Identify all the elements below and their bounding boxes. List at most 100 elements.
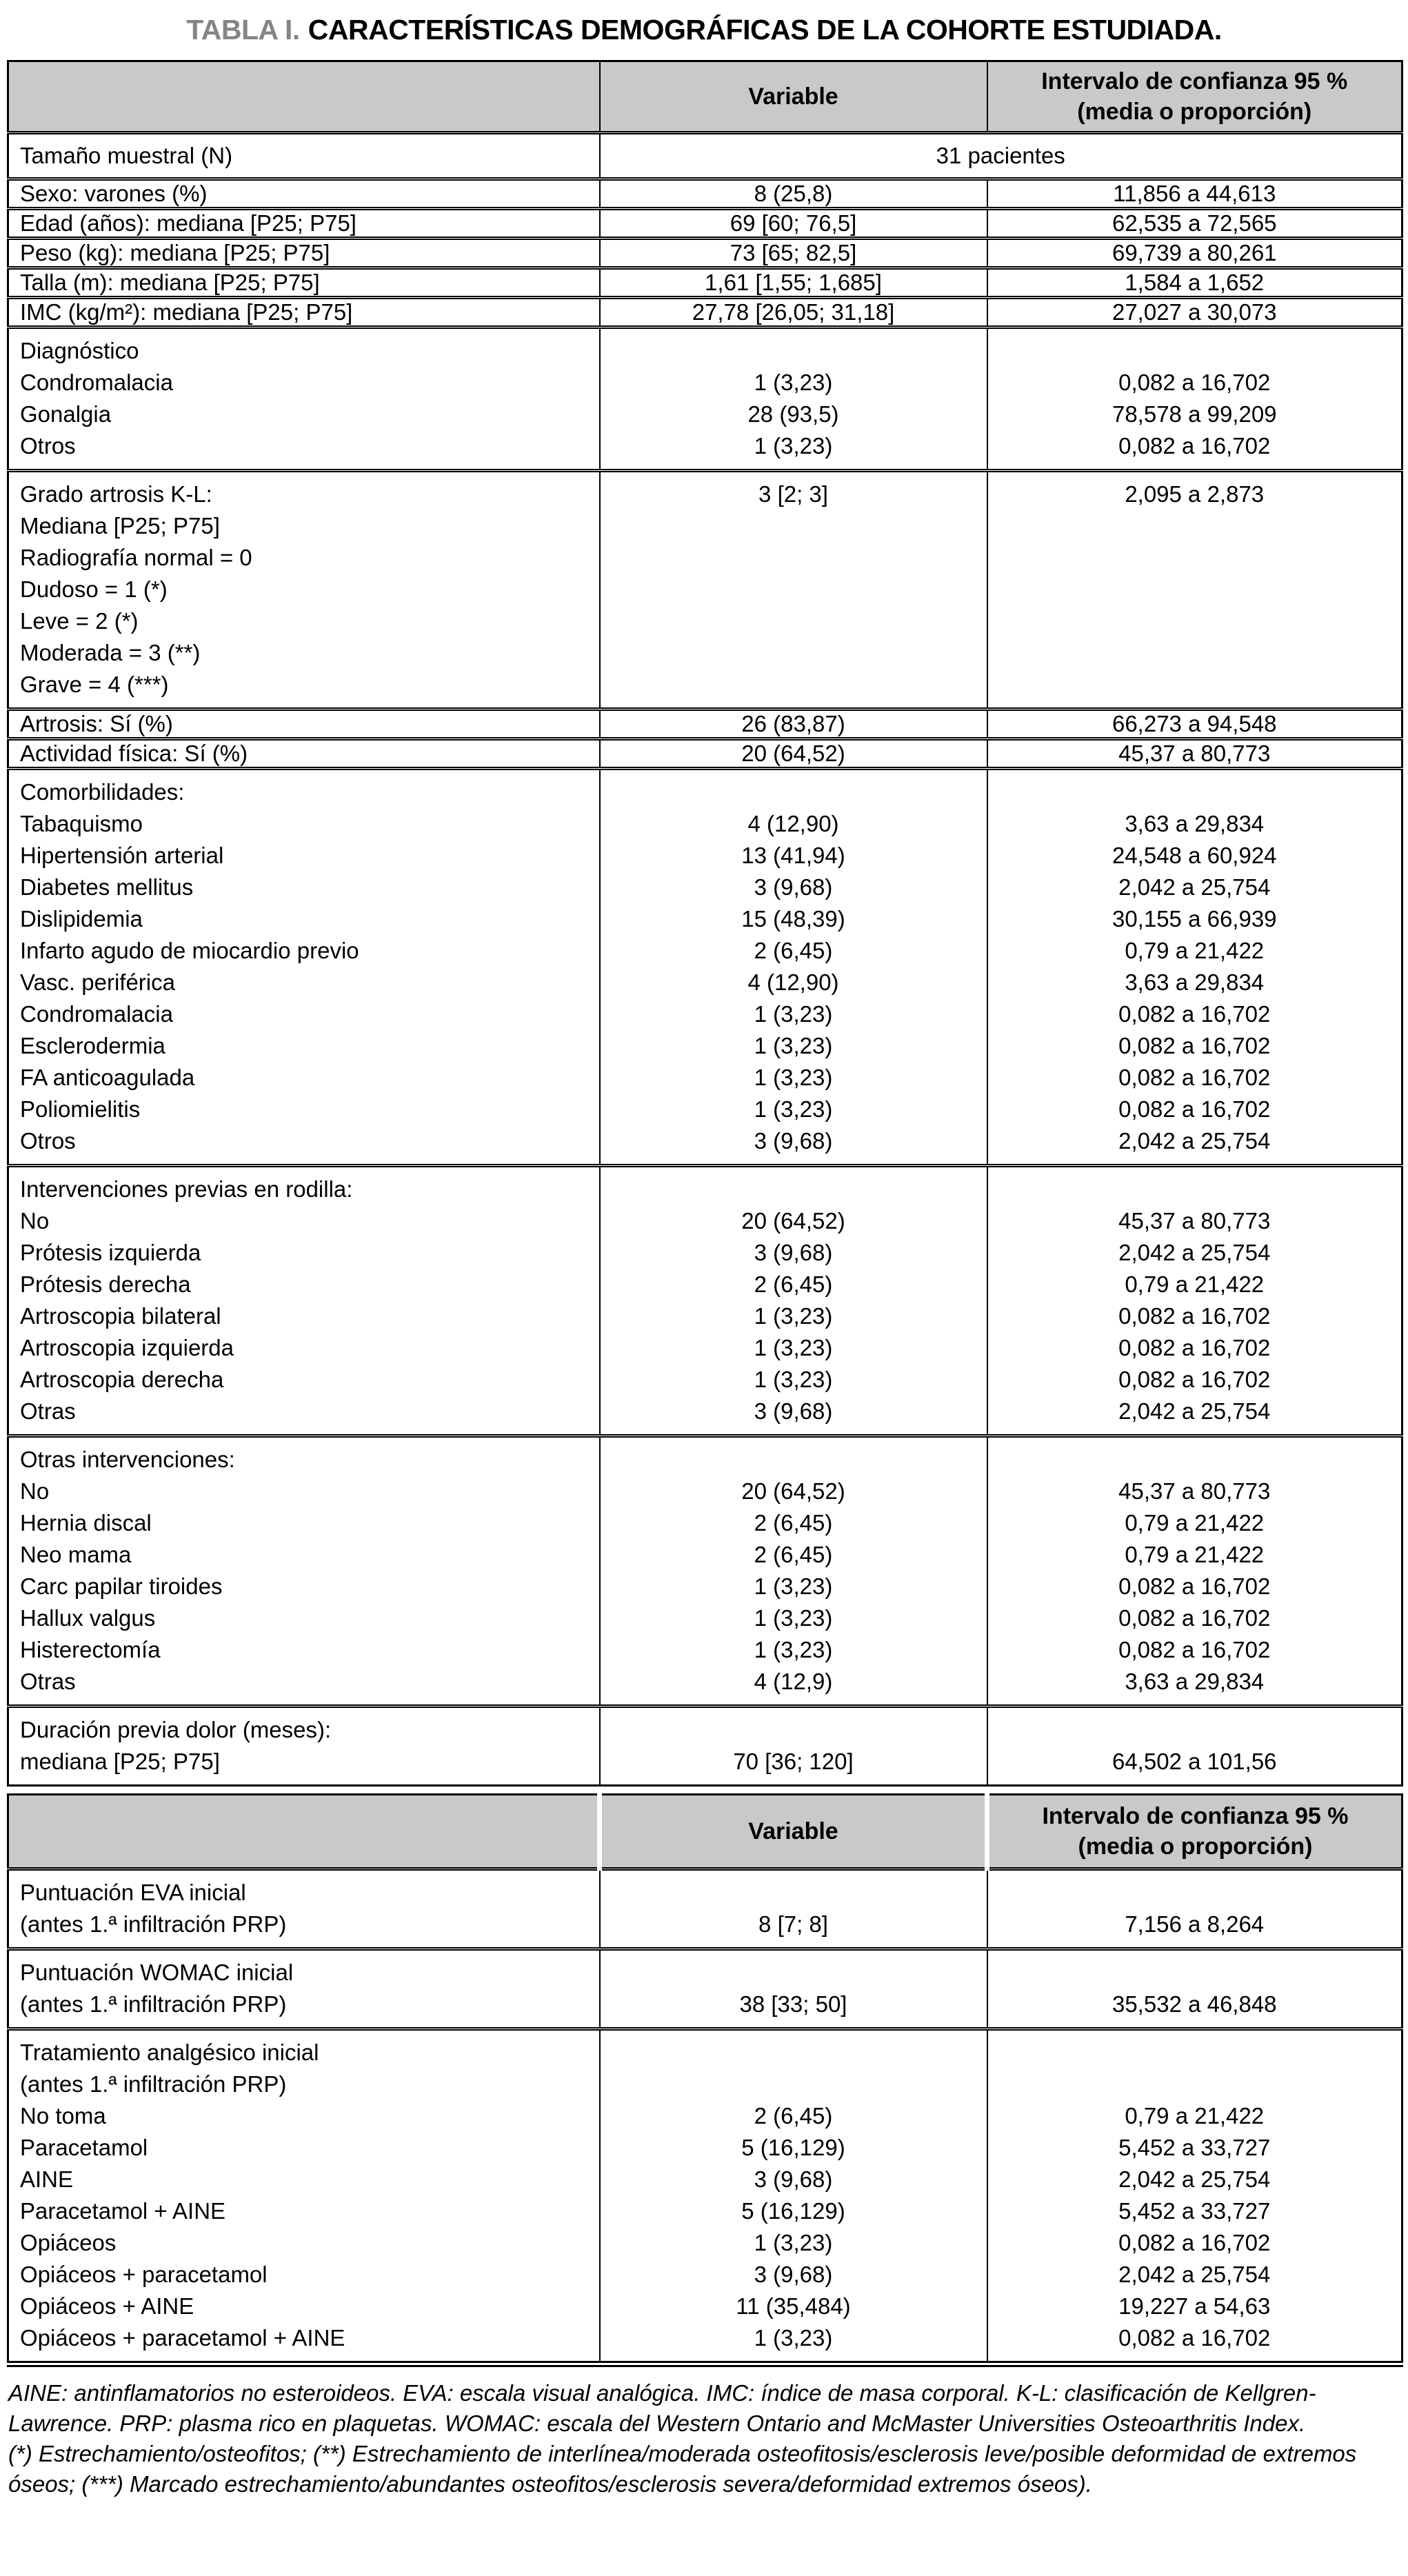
- row-label-cell: Sexo: varones (%): [8, 177, 600, 209]
- variable-value: [601, 1957, 987, 1989]
- ci-cell: 69,739 a 80,261: [986, 237, 1402, 268]
- variable-value: 3 (9,68): [754, 2262, 833, 2287]
- variable-cell: 1,61 [1,55; 1,685]: [599, 266, 987, 298]
- variable-value: 2 (6,45): [754, 1510, 833, 1536]
- ci-value: 3,63 a 29,834: [1125, 969, 1265, 995]
- variable-cell: 69 [60; 76,5]: [599, 207, 987, 239]
- variable-value: 20 (64,52): [741, 741, 845, 766]
- variable-value: 1 (3,23): [754, 370, 833, 395]
- table2-body: Puntuación EVA inicial (antes 1.ª infiltr…: [8, 1867, 1402, 2364]
- variable-value: [601, 510, 987, 542]
- variable-value: 1 (3,23): [754, 1001, 833, 1027]
- ci-value: 27,027 a 30,073: [1112, 299, 1277, 325]
- variable-value: 1,61 [1,55; 1,685]: [705, 270, 882, 295]
- ci-value: 0,082 a 16,702: [1118, 370, 1271, 395]
- ci-cell: 0,082 a 16,702 78,578 a 99,209 0,082 a 16,…: [986, 325, 1402, 471]
- ci-value: 0,79 a 21,422: [1125, 938, 1265, 963]
- row-label-cell: Puntuación EVA inicial (antes 1.ª infiltr…: [8, 1867, 600, 1949]
- ci-value: [988, 1714, 1402, 1746]
- row-label: Dislipidemia: [20, 906, 143, 932]
- variable-value: [601, 1714, 987, 1746]
- variable-value: [601, 2037, 987, 2069]
- header-confidence-interval: Intervalo de confianza 95 % (media o pro…: [986, 61, 1402, 134]
- row-label: Otras intervenciones:: [20, 1447, 235, 1472]
- variable-value: 11 (35,484): [736, 2293, 851, 2319]
- ci-cell: 64,502 a 101,56: [986, 1704, 1402, 1786]
- row-label: Tabaquismo: [20, 811, 143, 836]
- row-label: Opiáceos + AINE: [20, 2293, 194, 2319]
- header-empty-cell: [8, 1794, 600, 1871]
- variable-value: 70 [36; 120]: [733, 1749, 854, 1774]
- variable-value: 3 (9,68): [754, 1398, 833, 1424]
- row-label-cell: Edad (años): mediana [P25; P75]: [8, 207, 600, 239]
- row-label: Edad (años): mediana [P25; P75]: [20, 210, 356, 236]
- row-label-cell: Artrosis: Sí (%): [8, 707, 600, 739]
- variable-value: 69 [60; 76,5]: [730, 210, 857, 236]
- header-ci-line2: (media o proporción): [1077, 99, 1312, 125]
- asterisks-note: (*) Estrechamiento/osteofitos; (**) Estr…: [8, 2441, 1357, 2497]
- variable-cell: 70 [36; 120]: [599, 1704, 987, 1786]
- ci-value: 69,739 a 80,261: [1112, 240, 1277, 265]
- row-label: AINE: [20, 2166, 74, 2192]
- ci-value: 0,082 a 16,702: [1118, 2230, 1271, 2255]
- row-label: Paracetamol: [20, 2135, 148, 2160]
- row-label: Radiografía normal = 0: [20, 545, 252, 570]
- ci-cell: 0,79 a 21,422 5,452 a 33,727 2,042 a 25,75…: [986, 2027, 1402, 2364]
- ci-value: 64,502 a 101,56: [1112, 1749, 1277, 1774]
- row-label: Condromalacia: [20, 370, 173, 395]
- ci-value: 0,082 a 16,702: [1118, 433, 1271, 459]
- ci-value: 19,227 a 54,63: [1118, 2293, 1271, 2319]
- ci-value: [988, 669, 1402, 701]
- ci-value: 0,082 a 16,702: [1118, 1573, 1271, 1599]
- ci-cell: 45,37 a 80,773 0,79 a 21,422 0,79 a 21,422…: [986, 1434, 1402, 1707]
- ci-value: 2,042 a 25,754: [1118, 1240, 1271, 1265]
- variable-value: 28 (93,5): [747, 401, 839, 427]
- row-label: Comorbilidades:: [20, 779, 185, 805]
- row-label: Poliomielitis: [20, 1096, 141, 1122]
- row-label: Mediana [P25; P75]: [20, 513, 220, 539]
- row-label-cell: Talla (m): mediana [P25; P75]: [8, 266, 600, 298]
- variable-value: 4 (12,90): [747, 969, 839, 995]
- ci-value: 2,042 a 25,754: [1118, 1128, 1271, 1154]
- row-label-cell: Duración previa dolor (meses): mediana [P…: [8, 1704, 600, 1786]
- row-label: Prótesis izquierda: [20, 1240, 201, 1265]
- row-label: Peso (kg): mediana [P25; P75]: [20, 240, 330, 265]
- variable-cell: 8 [7; 8]: [599, 1867, 987, 1949]
- ci-value: 0,082 a 16,702: [1118, 1303, 1271, 1329]
- row-label-cell: Puntuación WOMAC inicial (antes 1.ª infil…: [8, 1947, 600, 2029]
- ci-value: 2,042 a 25,754: [1118, 2166, 1271, 2192]
- variable-value: [601, 1877, 987, 1909]
- row-label: Gonalgia: [20, 401, 112, 427]
- header-variable: Variable: [599, 61, 987, 134]
- row-label: Hernia discal: [20, 1510, 152, 1536]
- variable-value: [601, 1174, 987, 1205]
- variable-value: 1 (3,23): [754, 1096, 833, 1122]
- variable-value: 1 (3,23): [754, 1335, 833, 1360]
- ci-cell: 11,856 a 44,613: [986, 177, 1402, 209]
- row-label: No: [20, 1478, 50, 1504]
- variable-value: 1 (3,23): [754, 1033, 833, 1058]
- row-label: Opiáceos: [20, 2230, 117, 2255]
- row-label: Hallux valgus: [20, 1605, 156, 1631]
- variable-value: 1 (3,23): [754, 1605, 833, 1631]
- variable-cell: 73 [65; 82,5]: [599, 237, 987, 268]
- variable-value: 2 (6,45): [754, 1271, 833, 1297]
- ci-value: [988, 574, 1402, 605]
- ci-value: [988, 335, 1402, 367]
- demographics-table-part1: Variable Intervalo de confianza 95 % (me…: [7, 60, 1403, 1787]
- table-row: Puntuación WOMAC inicial (antes 1.ª infil…: [8, 1947, 1402, 2029]
- ci-cell: 1,584 a 1,652: [986, 266, 1402, 298]
- variable-value: [601, 669, 987, 701]
- variable-value: 20 (64,52): [741, 1208, 845, 1234]
- row-label: Otras: [20, 1669, 76, 1694]
- row-label: Talla (m): mediana [P25; P75]: [20, 270, 320, 295]
- variable-value: 1 (3,23): [754, 2230, 833, 2255]
- ci-cell: 7,156 a 8,264: [986, 1867, 1402, 1949]
- variable-value: 2 (6,45): [754, 2103, 833, 2129]
- variable-value: 2 (6,45): [754, 1542, 833, 1567]
- variable-value: [601, 574, 987, 605]
- row-label: (antes 1.ª infiltración PRP): [20, 1991, 287, 2017]
- row-label: No toma: [20, 2103, 106, 2129]
- ci-value: [988, 542, 1402, 574]
- ci-value: 45,37 a 80,773: [1118, 1208, 1271, 1234]
